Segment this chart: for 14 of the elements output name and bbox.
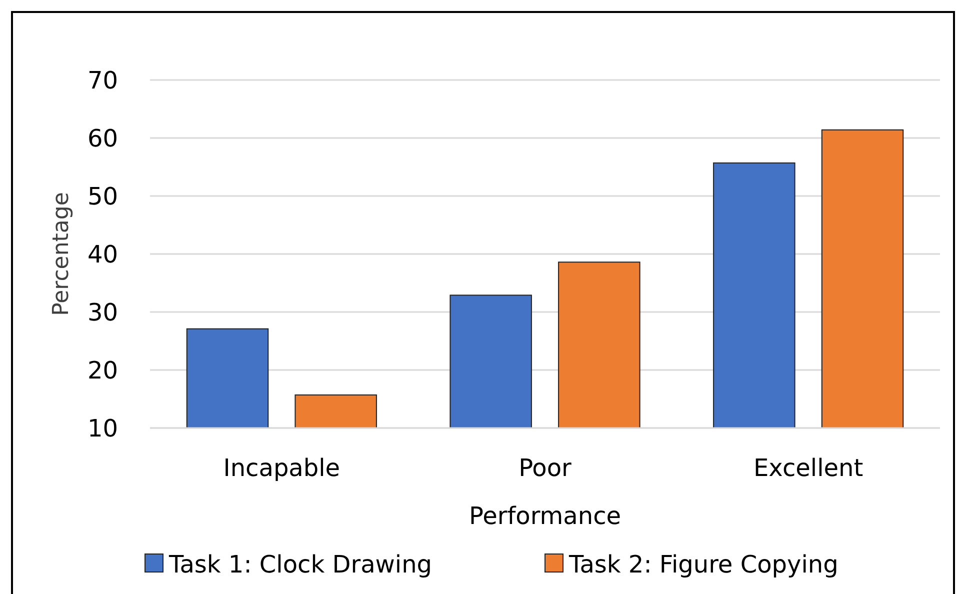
y-tick-label: 40: [87, 240, 118, 268]
legend-label: Task 1: Clock Drawing: [168, 550, 432, 578]
y-tick-label: 60: [87, 124, 118, 152]
legend-label: Task 2: Figure Copying: [568, 550, 838, 578]
y-tick-label: 10: [87, 414, 118, 442]
y-tick-label: 20: [87, 356, 118, 384]
x-tick-label: Incapable: [223, 454, 340, 482]
y-tick-label: 70: [87, 66, 118, 94]
y-tick-label: 50: [87, 182, 118, 210]
y-axis-title: Percentage: [49, 192, 74, 316]
x-tick-label: Excellent: [754, 454, 864, 482]
x-axis-title: Performance: [468, 502, 622, 530]
x-tick-label: Poor: [518, 454, 572, 482]
y-tick-label: 30: [87, 298, 118, 326]
